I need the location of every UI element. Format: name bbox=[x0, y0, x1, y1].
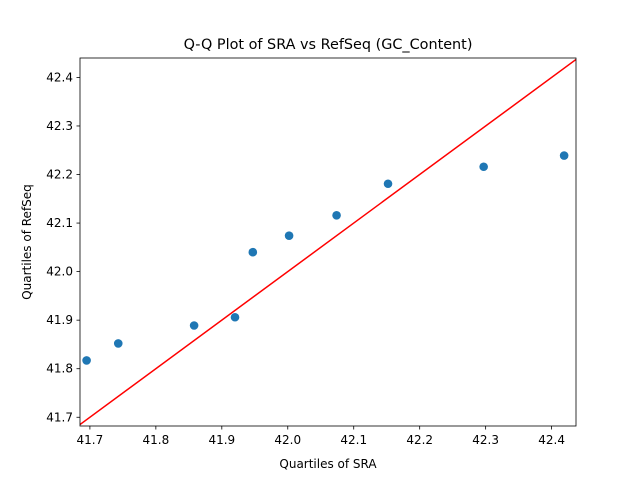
data-point bbox=[332, 210, 341, 220]
y-tick-label: 41.9 bbox=[46, 313, 73, 327]
data-point bbox=[383, 179, 393, 189]
x-tick-label: 41.7 bbox=[77, 433, 104, 447]
data-point bbox=[284, 231, 294, 240]
x-tick-label: 41.9 bbox=[208, 433, 235, 447]
y-tick-label: 42.3 bbox=[46, 119, 73, 133]
y-tick-label: 41.7 bbox=[46, 410, 73, 424]
x-tick-label: 42.1 bbox=[340, 433, 367, 447]
axes-frame bbox=[79, 57, 577, 427]
x-tick-label: 42.0 bbox=[274, 433, 301, 447]
data-point bbox=[559, 151, 569, 160]
x-axis-label: Quartiles of SRA bbox=[279, 457, 377, 471]
chart-title: Q-Q Plot of SRA vs RefSeq (GC_Content) bbox=[184, 37, 473, 53]
data-point bbox=[82, 356, 91, 365]
y-tick-label: 42.2 bbox=[46, 168, 73, 182]
y-tick-label: 42.0 bbox=[46, 265, 73, 279]
data-point bbox=[479, 162, 488, 172]
plot-area bbox=[80, 58, 576, 426]
x-tick-label: 42.4 bbox=[538, 433, 565, 447]
y-tick-label: 42.1 bbox=[46, 216, 73, 230]
data-point bbox=[248, 247, 258, 257]
x-tick-label: 41.8 bbox=[142, 433, 169, 447]
x-tick-label: 42.2 bbox=[406, 433, 433, 447]
reference-line bbox=[80, 58, 576, 426]
data-point bbox=[113, 339, 123, 348]
x-tick-label: 42.3 bbox=[472, 433, 499, 447]
data-point bbox=[230, 312, 240, 322]
y-tick-label: 42.4 bbox=[46, 70, 73, 84]
y-tick-label: 41.8 bbox=[46, 362, 73, 376]
y-axis-label: Quartiles of RefSeq bbox=[20, 184, 34, 300]
data-point bbox=[189, 321, 199, 330]
